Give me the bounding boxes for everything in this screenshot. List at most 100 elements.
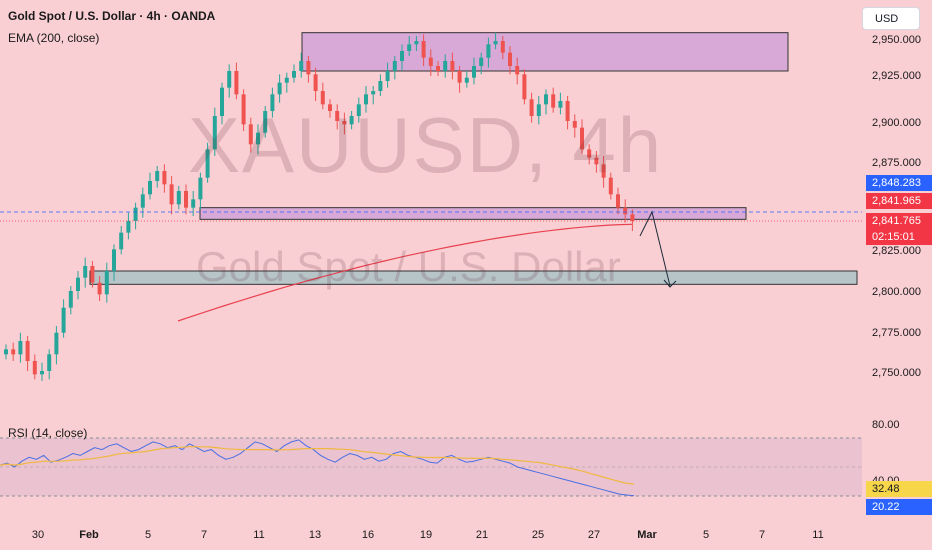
candle-body (536, 104, 541, 116)
rsi-axis-label-partial: 40.00 (872, 475, 900, 481)
candle-body (400, 51, 404, 61)
time-axis-label: 19 (419, 529, 433, 541)
indicator-lines (0, 210, 862, 497)
candle-body (292, 71, 296, 78)
candle-body (227, 71, 232, 88)
candle-body (169, 184, 174, 205)
candle-body (284, 77, 289, 83)
ema-legend[interactable]: EMA (200, close) (8, 31, 100, 45)
candle-body (184, 191, 188, 208)
time-axis-label: 5 (702, 529, 710, 541)
candle-body (565, 101, 570, 121)
rsi-band-fill (0, 438, 862, 496)
candle-body (630, 214, 635, 221)
price-label: 2,925.000 (872, 70, 921, 82)
price-label: 2,825.000 (872, 245, 921, 257)
time-axis-label: 21 (475, 529, 489, 541)
symbol-title[interactable]: Gold Spot / U.S. Dollar · 4h · OANDA (8, 9, 216, 23)
candle-body (140, 194, 145, 208)
candle-body (356, 104, 361, 116)
candle-body (112, 249, 116, 271)
rsi-line (0, 439, 635, 497)
time-axis-label: Mar (637, 529, 657, 541)
supply-zone (301, 32, 789, 72)
zones (89, 32, 858, 285)
price-label: 2,750.000 (872, 367, 921, 379)
candle-body (220, 87, 224, 116)
candle-body (623, 207, 628, 215)
candle-body (392, 61, 397, 71)
candle-body (464, 77, 469, 83)
price-label: 2,950.000 (872, 34, 921, 46)
time-axis-label: 25 (531, 529, 545, 541)
projection-arrow-head (663, 279, 677, 288)
candle-body (572, 121, 577, 128)
candle-body (320, 91, 325, 105)
candle-body (544, 94, 548, 105)
candle-body (18, 341, 23, 355)
price-label: 2,775.000 (872, 327, 921, 339)
price-badge-blue: 2,848.283 (866, 175, 932, 191)
candle-body (529, 99, 534, 116)
candle-body (500, 41, 505, 53)
candle-body (155, 171, 160, 181)
candle-body (241, 94, 246, 125)
currency-button[interactable]: USD (862, 7, 920, 30)
rsi-legend[interactable]: RSI (14, close) (8, 426, 88, 440)
candle-body (90, 266, 95, 283)
candle-body (25, 341, 30, 361)
time-axis-label: 27 (587, 529, 601, 541)
time-axis-label: 16 (361, 529, 375, 541)
candle-body (551, 94, 556, 108)
candle-body (385, 71, 390, 81)
candle-body (126, 221, 131, 233)
candle-body (479, 57, 484, 66)
candle-body (486, 44, 491, 58)
candle-body (328, 104, 332, 111)
demand-zone-upper (199, 207, 747, 220)
candle-body (587, 149, 592, 158)
candle-body (299, 61, 304, 71)
candle-body (119, 232, 124, 250)
candle-body (349, 116, 354, 125)
candle-body (97, 282, 102, 295)
candle-body (54, 332, 59, 355)
candle-body (508, 52, 512, 66)
candle-body (11, 349, 16, 355)
candle-body (205, 149, 210, 178)
candlesticks (4, 32, 635, 381)
candle-body (176, 191, 181, 205)
candle-body (493, 41, 498, 45)
candle-body (364, 94, 368, 105)
candle-body (436, 66, 440, 71)
candle-body (371, 91, 376, 95)
watermark-symbol: XAUUSD, 4h (188, 101, 664, 189)
candle-body (76, 277, 80, 291)
candle-body (450, 61, 455, 71)
rsi-band-area (0, 437, 862, 497)
rsi-ma-badge: 32.48 (866, 481, 932, 497)
time-axis-label: 30 (31, 529, 45, 541)
candle-body (306, 61, 311, 75)
candle-body (263, 111, 268, 133)
candle-body (313, 74, 318, 91)
candle-body (342, 121, 347, 125)
rsi-ma-line (0, 446, 635, 485)
price-label: 2,800.000 (872, 286, 921, 298)
candle-body (198, 177, 203, 200)
rsi-axis-label: 80.00 (872, 419, 900, 431)
candle-body (335, 111, 340, 121)
rsi-value-badge: 20.22 (866, 499, 932, 515)
projection-arrow-line (639, 210, 671, 287)
candle-body (148, 181, 152, 195)
candle-body (472, 66, 476, 78)
candle-body (601, 164, 606, 178)
candle-body (270, 94, 275, 111)
countdown-badge: 02:15:01 (866, 229, 932, 245)
candle-body (40, 371, 44, 375)
candle-body (428, 57, 433, 66)
candle-body (32, 361, 37, 375)
candle-body (515, 66, 520, 75)
candle-body (61, 307, 66, 333)
